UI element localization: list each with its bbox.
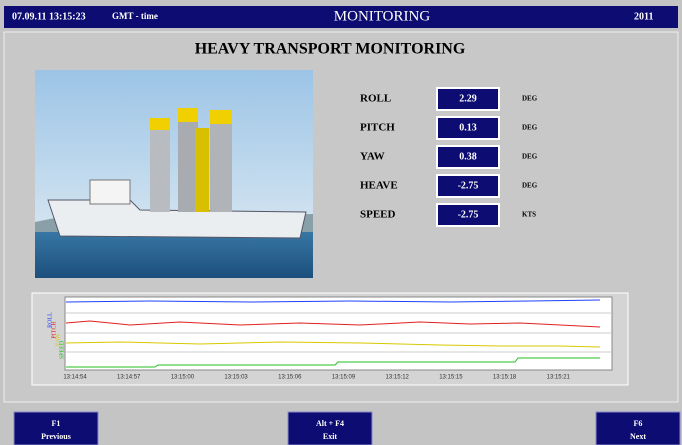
readout-label: PITCH (360, 122, 395, 134)
readout-value: 2.29 (459, 93, 477, 104)
time-label: 13:15:12 (386, 375, 410, 381)
time-label: 13:15:03 (224, 375, 248, 381)
time-label: 13:15:15 (439, 375, 463, 381)
header-timezone: GMT - time (112, 11, 158, 21)
readout-value: 0.38 (459, 151, 477, 162)
header-year: 2011 (634, 11, 653, 22)
readout-label: ROLL (360, 93, 391, 105)
readout-label: HEAVE (360, 180, 398, 192)
photo-tower-top (210, 110, 232, 124)
page: 07.09.11 13:15:23 GMT - time MONITORING … (0, 0, 682, 445)
button-key[interactable]: F6 (634, 419, 643, 428)
time-label: 13:15:00 (171, 375, 195, 381)
button-label[interactable]: Previous (41, 432, 71, 441)
photo-tower (195, 128, 209, 212)
readout-unit: KTS (522, 211, 536, 219)
header-datetime: 07.09.11 13:15:23 (12, 11, 86, 22)
photo-tower (210, 112, 232, 212)
time-label: 13:15:21 (547, 375, 571, 381)
readout-unit: DEG (522, 182, 538, 190)
readout-value: 0.13 (459, 122, 477, 133)
time-label: 13:14:54 (63, 375, 87, 381)
button-label[interactable]: Exit (323, 432, 338, 441)
photo-tower-top (150, 118, 170, 130)
button-key[interactable]: F1 (52, 419, 61, 428)
screen: 07.09.11 13:15:23 GMT - time MONITORING … (0, 0, 682, 445)
photo-tower-top (178, 108, 198, 122)
time-label: 13:14:57 (117, 375, 141, 381)
time-label: 13:15:09 (332, 375, 356, 381)
time-label: 13:15:18 (493, 375, 517, 381)
readout-label: SPEED (360, 209, 396, 221)
readout-value: -2.75 (458, 180, 479, 191)
panel-title: HEAVY TRANSPORT MONITORING (195, 41, 466, 58)
readout-label: YAW (360, 151, 385, 163)
trend-series-label: SPEED (59, 340, 65, 359)
vessel-photo (35, 70, 313, 278)
readout-value: -2.75 (458, 209, 479, 220)
readout-unit: DEG (522, 153, 538, 161)
readout-unit: DEG (522, 124, 538, 132)
header-title: MONITORING (334, 8, 431, 24)
button-key[interactable]: Alt + F4 (316, 419, 344, 428)
time-label: 13:15:06 (278, 375, 302, 381)
button-label[interactable]: Next (630, 432, 646, 441)
photo-tower (150, 120, 170, 212)
readout-unit: DEG (522, 95, 538, 103)
photo-bridge (90, 180, 130, 204)
